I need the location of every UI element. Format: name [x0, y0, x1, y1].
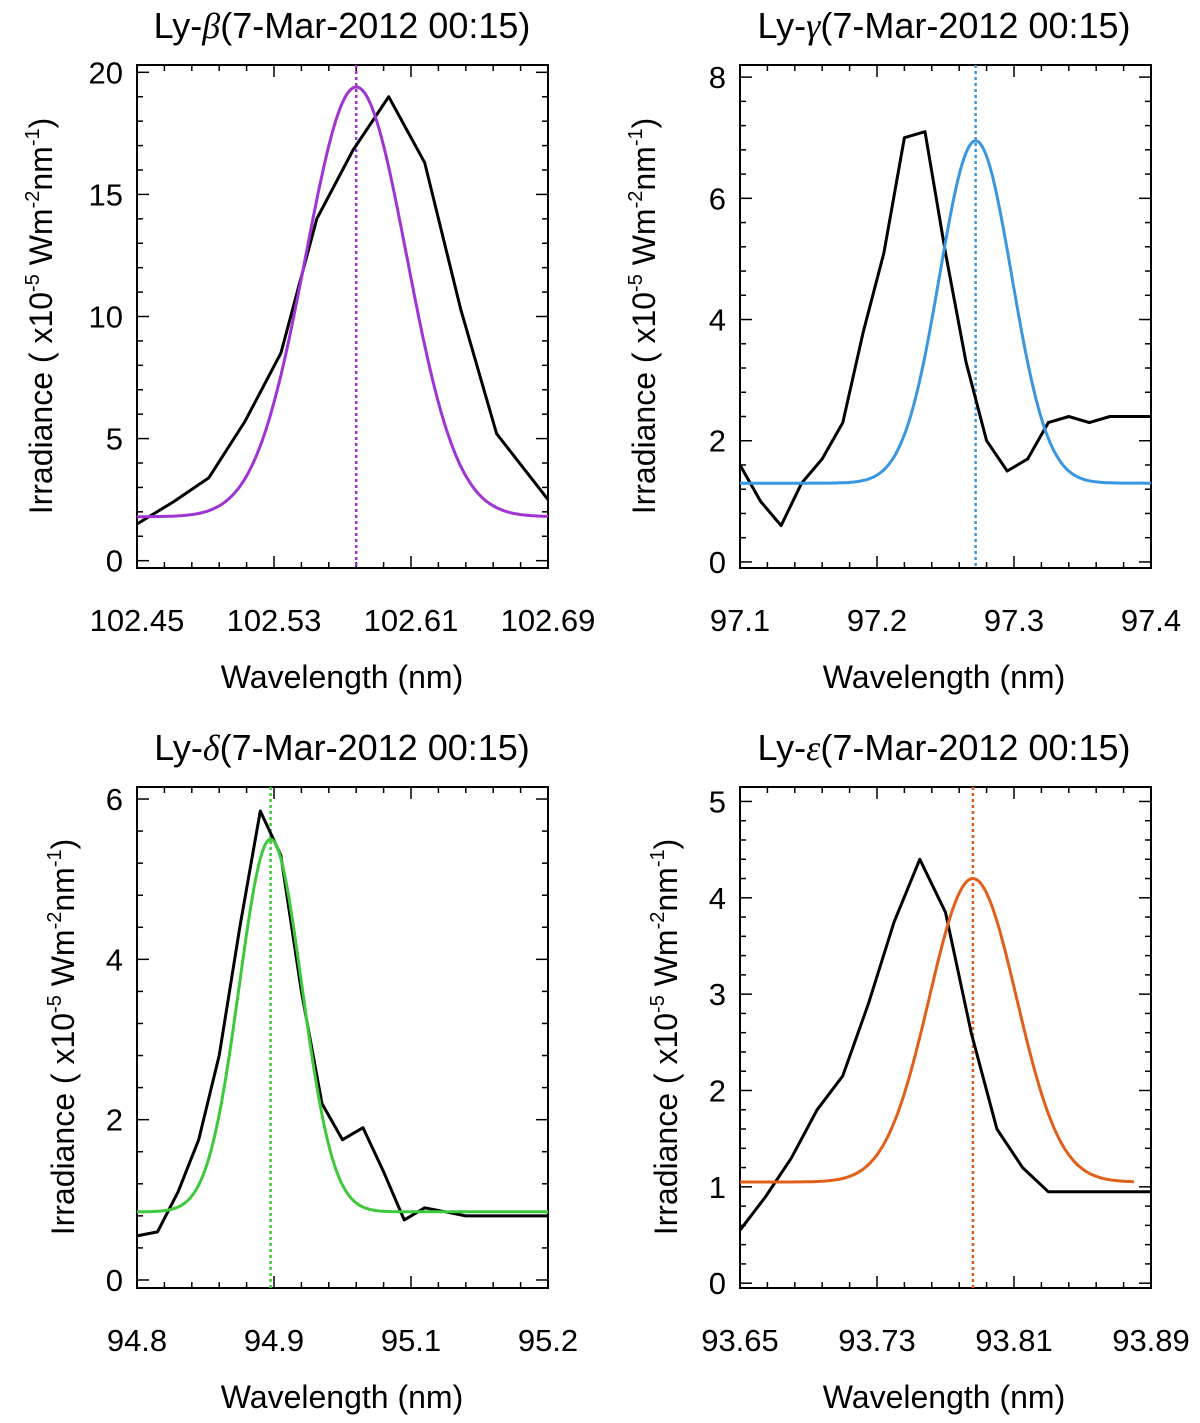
x-tick-labels: 102.45 102.53 102.61 102.69 — [90, 603, 596, 638]
y-tick-label: 20 — [89, 55, 123, 90]
y-tick-label: 10 — [89, 300, 123, 335]
observed-spectrum-line — [738, 857, 1151, 1232]
y-axis-label: Irradiance ( x10-5 Wm-2nm-1) — [647, 839, 684, 1236]
x-tick-label: 97.2 — [847, 603, 907, 638]
y-tick-label: 0 — [106, 544, 123, 579]
y-tick-label: 6 — [709, 181, 726, 216]
y-tick-label: 2 — [106, 1103, 123, 1138]
title-prefix: Ly- — [154, 727, 203, 768]
y-tick-label: 4 — [709, 881, 726, 916]
x-tick-label: 102.69 — [501, 603, 596, 638]
gaussian-fit-line — [137, 85, 548, 519]
title-prefix: Ly- — [757, 727, 806, 768]
x-axis-label: Wavelength (nm) — [823, 1379, 1065, 1415]
x-tick-label: 102.53 — [227, 603, 322, 638]
title-suffix: (7-Mar-2012 00:15) — [820, 5, 1130, 46]
x-tick-label: 94.8 — [107, 1323, 167, 1358]
tick-marks — [136, 787, 549, 1288]
chart-title: Ly-δ(7-Mar-2012 00:15) — [154, 727, 530, 768]
title-symbol: δ — [203, 728, 221, 768]
y-tick-label: 5 — [106, 422, 123, 457]
y-tick-label: 6 — [106, 782, 123, 817]
y-tick-label: 1 — [709, 1170, 726, 1205]
observed-spectrum-line — [738, 130, 1151, 528]
x-axis-label: Wavelength (nm) — [221, 1379, 463, 1415]
gaussian-fit-line — [740, 139, 1151, 485]
x-tick-label: 93.73 — [838, 1323, 916, 1358]
title-suffix: (7-Mar-2012 00:15) — [220, 5, 530, 46]
title-suffix: (7-Mar-2012 00:15) — [820, 727, 1130, 768]
x-tick-label: 95.1 — [381, 1323, 441, 1358]
x-tick-label: 97.1 — [710, 603, 770, 638]
x-tick-labels: 97.1 97.2 97.3 97.4 — [710, 603, 1181, 638]
tick-marks — [739, 65, 1152, 568]
x-tick-label: 93.89 — [1112, 1323, 1190, 1358]
x-tick-label: 94.9 — [244, 1323, 304, 1358]
tick-marks — [136, 65, 549, 568]
y-tick-label: 8 — [709, 60, 726, 95]
plot-frame — [739, 786, 1152, 1289]
y-tick-label: 0 — [709, 1266, 726, 1301]
x-tick-label: 102.61 — [364, 603, 459, 638]
chart-title: Ly-ε(7-Mar-2012 00:15) — [757, 727, 1130, 768]
title-symbol: γ — [806, 6, 821, 46]
y-axis-label: Irradiance ( x10-5 Wm-2nm-1) — [625, 118, 662, 515]
x-tick-label: 97.3 — [984, 603, 1044, 638]
y-tick-label: 3 — [709, 977, 726, 1012]
y-tick-label: 4 — [106, 942, 123, 977]
x-tick-label: 102.45 — [90, 603, 185, 638]
x-axis-label: Wavelength (nm) — [221, 659, 463, 695]
y-tick-label: 15 — [89, 177, 123, 212]
x-axis-label: Wavelength (nm) — [823, 659, 1065, 695]
x-tick-label: 93.81 — [975, 1323, 1053, 1358]
y-tick-label: 4 — [709, 303, 726, 338]
y-tick-label: 2 — [709, 1073, 726, 1108]
y-tick-labels: 0 5 10 15 20 — [89, 55, 123, 578]
title-symbol: β — [201, 6, 220, 46]
x-tick-label: 97.4 — [1121, 603, 1181, 638]
plot-frame — [136, 786, 549, 1289]
title-prefix: Ly- — [154, 5, 203, 46]
chart-title: Ly-β(7-Mar-2012 00:15) — [154, 5, 531, 46]
panel-ly-beta: Ly-β(7-Mar-2012 00:15) 102.45 102.53 102.6… — [22, 5, 595, 695]
observed-spectrum-line — [136, 809, 548, 1238]
y-tick-labels: 0 1 2 3 4 5 — [709, 784, 726, 1301]
y-axis-label: Irradiance ( x10-5 Wm-2nm-1) — [44, 839, 81, 1236]
x-tick-label: 93.65 — [701, 1323, 779, 1358]
observed-spectrum-line — [136, 95, 550, 526]
gaussian-fit-line — [740, 877, 1134, 1184]
plot-frame — [136, 64, 549, 569]
title-suffix: (7-Mar-2012 00:15) — [220, 727, 530, 768]
y-tick-label: 0 — [106, 1263, 123, 1298]
y-tick-labels: 0 2 4 6 8 — [709, 60, 726, 580]
title-symbol: ε — [806, 728, 821, 768]
x-tick-label: 95.2 — [518, 1323, 578, 1358]
y-tick-label: 0 — [709, 545, 726, 580]
y-tick-label: 5 — [709, 784, 726, 819]
x-tick-labels: 93.65 93.73 93.81 93.89 — [701, 1323, 1190, 1358]
panel-ly-epsilon: Ly-ε(7-Mar-2012 00:15) 93.65 93.73 93.81 93… — [647, 727, 1190, 1415]
panel-ly-gamma: Ly-γ(7-Mar-2012 00:15) 97.1 97.2 97.3 97.4 … — [625, 5, 1181, 695]
y-tick-labels: 0 2 4 6 — [106, 782, 123, 1298]
x-tick-labels: 94.8 94.9 95.1 95.2 — [107, 1323, 578, 1358]
panel-ly-delta: Ly-δ(7-Mar-2012 00:15) 94.8 94.9 95.1 95.2 … — [44, 727, 578, 1415]
chart-title: Ly-γ(7-Mar-2012 00:15) — [757, 5, 1130, 46]
y-axis-label: Irradiance ( x10-5 Wm-2nm-1) — [22, 118, 59, 515]
plot-frame — [739, 64, 1152, 569]
title-prefix: Ly- — [757, 5, 806, 46]
tick-marks — [739, 787, 1152, 1288]
gaussian-fit-line — [137, 837, 548, 1214]
y-tick-label: 2 — [709, 424, 726, 459]
